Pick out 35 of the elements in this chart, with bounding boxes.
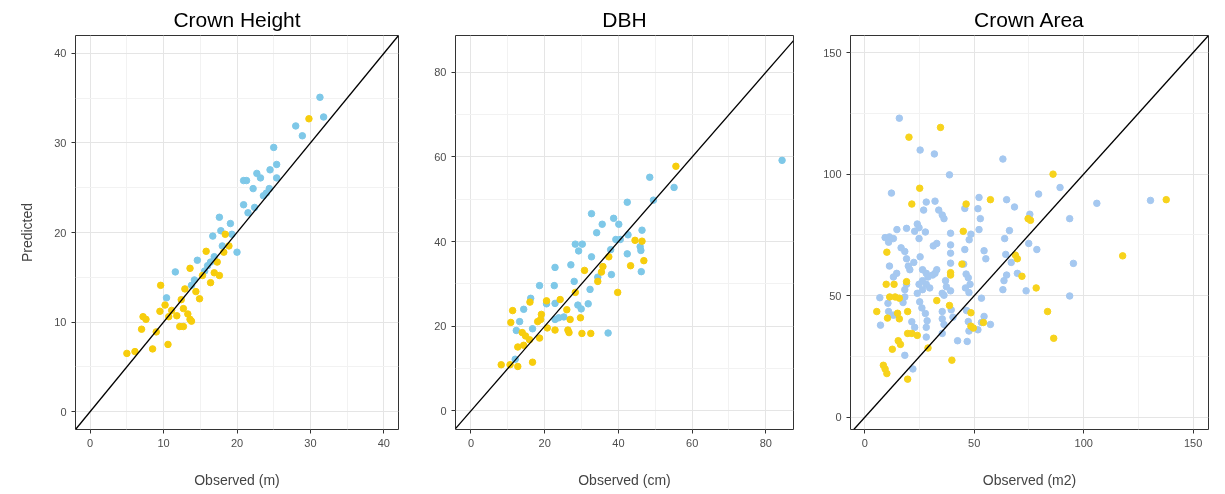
y-axis-title: Predicted — [19, 202, 36, 263]
y-tick-label: 0 — [835, 411, 842, 424]
y-tick-label: 10 — [54, 316, 67, 329]
x-tick-label: 60 — [686, 436, 699, 449]
x-axis-title: Observed (m2) — [982, 471, 1077, 488]
y-tick-label: 20 — [54, 226, 67, 239]
y-tick-label: 80 — [434, 66, 447, 79]
x-tick-label: 0 — [467, 436, 475, 449]
y-tick-label: 20 — [434, 320, 447, 333]
chart-title: DBH — [602, 7, 647, 31]
y-tick-label: 60 — [434, 150, 447, 163]
x-axis-title: Observed (cm) — [578, 471, 671, 488]
y-tick-label: 40 — [54, 47, 67, 60]
x-tick-label: 30 — [304, 436, 317, 449]
x-axis-title: Observed (m) — [194, 471, 280, 488]
x-tick-label: 20 — [538, 436, 551, 449]
x-tick-label: 80 — [759, 436, 772, 449]
x-tick-label: 150 — [1184, 436, 1203, 449]
y-tick-label: 100 — [823, 168, 842, 181]
x-tick-label: 40 — [377, 436, 390, 449]
chart-title: Crown Area — [974, 7, 1085, 31]
y-tick-label: 30 — [54, 136, 67, 149]
y-tick-label: 0 — [60, 405, 67, 418]
x-tick-label: 20 — [230, 436, 244, 449]
y-tick-label: 50 — [829, 289, 842, 302]
y-tick-label: 40 — [434, 235, 447, 248]
x-tick-label: 50 — [968, 436, 981, 449]
x-tick-label: 10 — [157, 436, 170, 449]
y-tick-label: 0 — [440, 404, 447, 417]
x-tick-label: 100 — [1074, 436, 1093, 449]
x-tick-label: 0 — [87, 436, 94, 449]
x-tick-label: 0 — [861, 436, 868, 449]
chart-title: Crown Height — [173, 7, 301, 31]
y-tick-label: 150 — [823, 46, 842, 59]
x-tick-label: 40 — [612, 436, 625, 449]
